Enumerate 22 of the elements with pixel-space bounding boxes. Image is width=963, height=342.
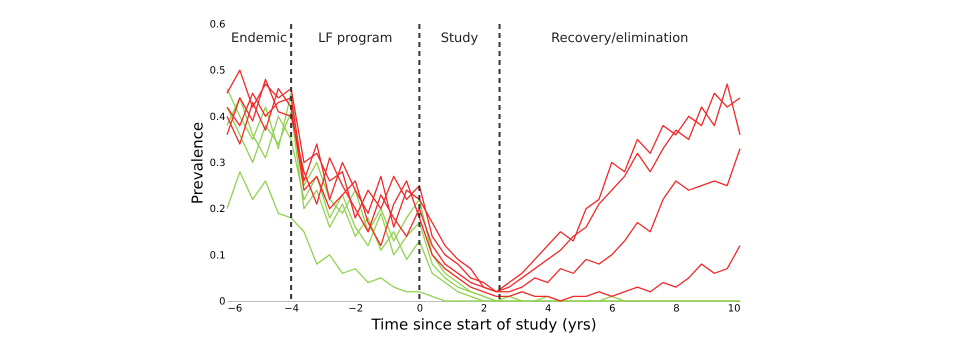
x-tick-label: 8 (673, 304, 680, 314)
y-tick-label: 0.2 (210, 204, 226, 216)
y-axis-title: Prevalence (188, 122, 207, 204)
y-tick-label: 0.3 (210, 158, 226, 169)
y-tick-label: 0 (219, 296, 226, 308)
y-tick-label: 0.4 (210, 112, 226, 123)
annotation: Endemic (230, 30, 288, 46)
x-tick-label: −2 (348, 304, 364, 314)
y-tick-label: 0.5 (210, 66, 226, 77)
x-tick-label: 6 (609, 304, 616, 314)
annotation: LF program (318, 30, 392, 46)
annotation: Recovery/elimination (551, 30, 688, 46)
x-tick-label: 10 (728, 304, 740, 314)
x-tick-label: 4 (544, 304, 552, 314)
x-tick-label: 0 (416, 304, 424, 314)
y-tick-label: 0.6 (210, 20, 226, 30)
x-tick-label: 2 (480, 304, 488, 314)
x-axis-title: Time since start of study (yrs) (370, 316, 597, 334)
x-tick-label: −6 (228, 304, 242, 314)
x-tick-label: −4 (284, 304, 299, 314)
y-tick-label: 0.1 (210, 250, 226, 262)
annotation: Study (440, 30, 479, 46)
